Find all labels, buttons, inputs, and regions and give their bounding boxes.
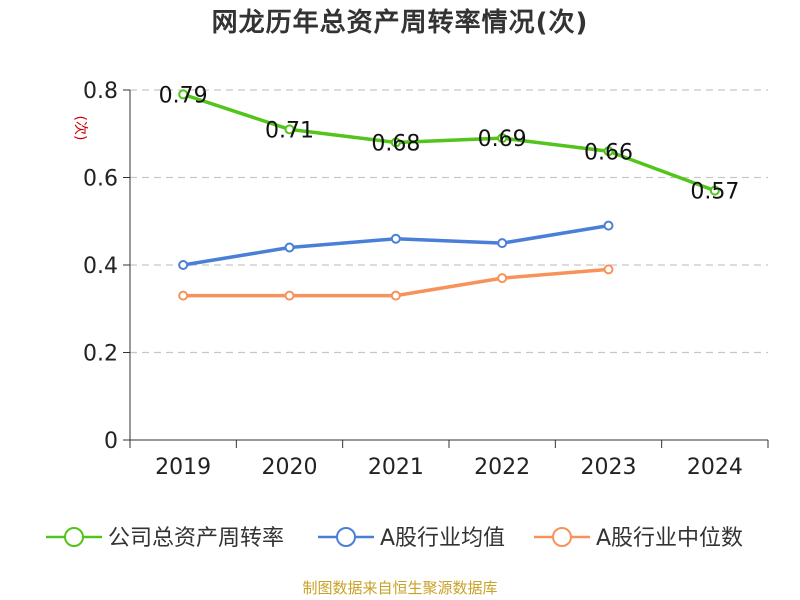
data-point[interactable]	[284, 124, 295, 135]
data-point[interactable]	[284, 290, 295, 301]
data-label: 0.57	[690, 180, 739, 205]
legend-marker	[552, 527, 572, 547]
data-point[interactable]	[178, 260, 189, 270]
y-axis-label: (次)	[72, 116, 88, 141]
data-label: 0.66	[584, 140, 633, 165]
source-note: 制图数据来自恒生聚源数据库	[302, 579, 498, 597]
data-point[interactable]	[284, 242, 295, 253]
grid-lines	[130, 89, 768, 354]
x-tick-label: 2019	[155, 455, 211, 480]
x-tick-label: 2020	[262, 455, 318, 480]
data-point[interactable]	[497, 238, 508, 249]
data-label: 0.69	[478, 127, 527, 152]
chart-title: 网龙历年总资产周转率情况(次)	[211, 8, 589, 38]
y-tick-label: 0.2	[83, 342, 118, 367]
data-point[interactable]	[497, 273, 508, 284]
legend-label: A股行业均值	[380, 526, 505, 551]
data-point[interactable]	[390, 233, 401, 244]
data-labels: 0.79 0.71 0.68 0.69 0.66 0.57	[159, 83, 740, 204]
y-tick-label: 0.6	[83, 167, 118, 192]
data-point[interactable]	[390, 290, 401, 301]
data-label: 0.68	[371, 132, 420, 157]
legend-item[interactable]: 公司总资产周转率	[46, 526, 284, 551]
x-tick-label: 2022	[474, 455, 530, 480]
legend-marker	[64, 527, 84, 547]
data-label: 0.71	[265, 118, 314, 143]
data-point[interactable]	[178, 89, 189, 100]
axes: 0 0.2 0.4 0.6 0.8 2019 2020 2021 2022 2023 2024	[83, 79, 769, 480]
data-point[interactable]	[603, 264, 614, 275]
legend-item[interactable]: A股行业均值	[318, 526, 505, 551]
data-label: 0.79	[159, 83, 208, 108]
data-point[interactable]	[390, 137, 401, 148]
data-point[interactable]	[497, 133, 508, 144]
y-tick-label: 0.4	[83, 254, 118, 279]
data-point[interactable]	[178, 290, 189, 301]
legend-label: 公司总资产周转率	[108, 526, 284, 551]
series-line	[181, 92, 717, 193]
x-tick-label: 2023	[581, 455, 637, 480]
series-lines	[178, 89, 720, 301]
y-tick-label: 0	[104, 429, 118, 454]
x-tick-label: 2024	[687, 455, 743, 480]
legend-label: A股行业中位数	[596, 526, 743, 551]
legend: 公司总资产周转率 A股行业均值 A股行业中位数	[46, 526, 743, 551]
data-point[interactable]	[709, 185, 720, 196]
data-point[interactable]	[603, 220, 614, 231]
y-tick-label: 0.8	[83, 79, 118, 104]
data-point[interactable]	[603, 146, 614, 157]
x-tick-label: 2021	[368, 455, 424, 480]
series-line	[181, 223, 611, 267]
legend-item[interactable]: A股行业中位数	[534, 526, 743, 551]
legend-marker	[336, 527, 356, 547]
